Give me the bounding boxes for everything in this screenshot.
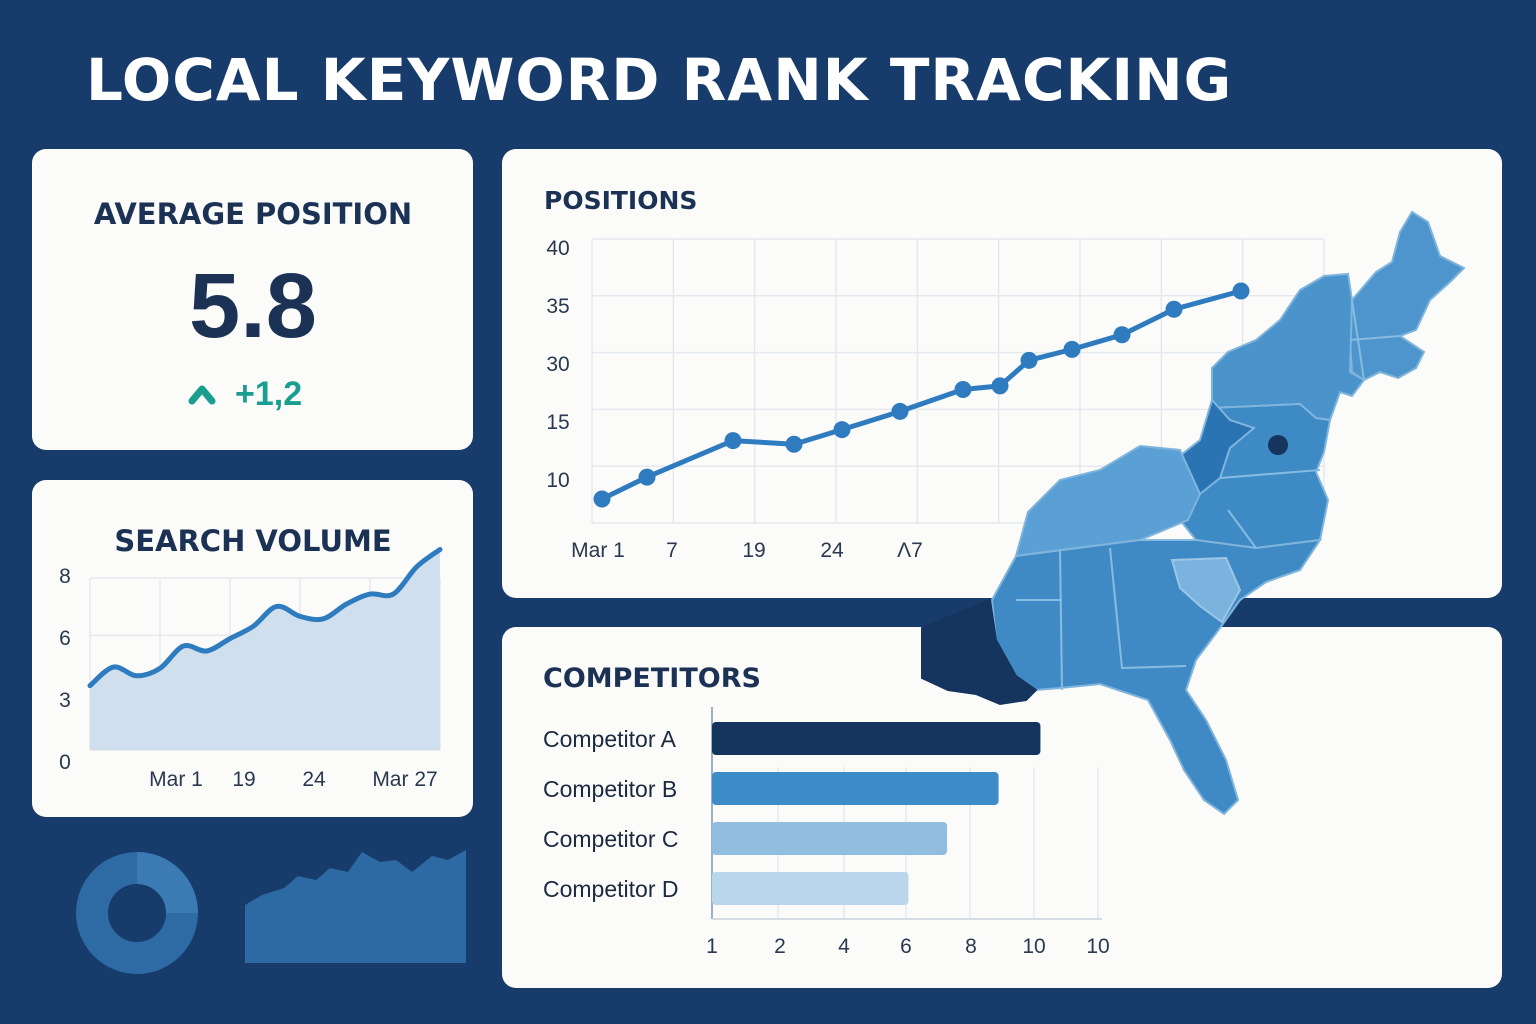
x-tick-label: 10 [1086, 935, 1109, 958]
positions-chart: POSITIONS 40 35 30 15 10 Mar 1 7 19 24 Λ7 [544, 186, 1325, 562]
position-point [891, 402, 909, 420]
position-point [638, 468, 656, 486]
x-tick-label: 19 [232, 768, 255, 791]
position-point [593, 490, 611, 508]
donut-segment [136, 852, 198, 914]
positions-card: POSITIONS 40 35 30 15 10 Mar 1 7 19 24 Λ7 [502, 149, 1502, 598]
y-tick-label: 8 [59, 565, 71, 588]
search-volume-line [87, 547, 443, 689]
positions-line [599, 288, 1244, 502]
positions-grid [591, 238, 1325, 524]
y-tick-label: 0 [59, 751, 71, 774]
position-point [954, 381, 972, 399]
search-volume-card: SEARCH VOLUME 8 6 3 0 Mar 1 19 24 Mar 27 [32, 480, 473, 817]
x-tick-label: 24 [820, 539, 844, 562]
x-tick-label: Mar 1 [149, 768, 203, 791]
average-position-value: 5.8 [189, 255, 317, 357]
competitor-label: Competitor B [543, 776, 677, 802]
x-tick-label: 6 [900, 935, 912, 958]
sparkline-area-icon [245, 850, 466, 963]
y-tick-label: 30 [546, 353, 569, 376]
search-volume-area [90, 549, 440, 750]
positions-title: POSITIONS [544, 186, 697, 215]
y-tick-label: 15 [546, 411, 569, 434]
x-tick-label: Mar 1 [571, 539, 625, 562]
competitors-card: COMPETITORS Competitor A Competitor B Comp… [502, 627, 1502, 988]
page-title: LOCAL KEYWORD RANK TRACKING [86, 46, 1233, 114]
competitor-bar [712, 872, 909, 905]
position-point [1020, 351, 1038, 369]
competitor-label: Competitor A [543, 726, 677, 752]
competitors-title: COMPETITORS [543, 663, 761, 694]
average-position-title: AVERAGE POSITION [94, 197, 412, 231]
y-tick-label: 3 [59, 689, 71, 712]
competitor-label: Competitor C [543, 826, 678, 852]
search-volume-chart: SEARCH VOLUME 8 6 3 0 Mar 1 19 24 Mar 27 [59, 524, 443, 791]
position-point [1232, 282, 1250, 300]
y-tick-label: 40 [546, 237, 569, 260]
up-chevron-icon [188, 385, 216, 405]
average-position-change: +1,2 [235, 375, 302, 413]
x-tick-label: Mar 27 [372, 768, 437, 791]
average-position-panel: AVERAGE POSITION 5.8 +1,2 [94, 197, 412, 413]
position-point [724, 432, 742, 450]
x-tick-label: 24 [302, 768, 326, 791]
average-position-card: AVERAGE POSITION 5.8 +1,2 [32, 149, 473, 450]
y-tick-label: 6 [59, 627, 71, 650]
x-tick-label: 4 [838, 935, 850, 958]
x-tick-label: 10 [1022, 935, 1045, 958]
donut-chart-icon [76, 852, 198, 974]
competitors-chart: COMPETITORS Competitor A Competitor B Comp… [543, 663, 1110, 958]
position-point [833, 421, 851, 439]
competitor-bar [712, 822, 948, 855]
x-tick-label: 19 [742, 539, 765, 562]
position-point [1165, 300, 1183, 318]
x-tick-label: 8 [965, 935, 977, 958]
x-tick-label: Λ7 [897, 539, 923, 562]
x-tick-label: 1 [706, 935, 718, 958]
position-point [785, 435, 803, 453]
position-point [1113, 326, 1131, 344]
y-tick-label: 10 [546, 469, 569, 492]
y-tick-label: 35 [546, 295, 569, 318]
x-tick-label: 7 [666, 539, 678, 562]
position-point [1063, 340, 1081, 358]
competitor-bar [712, 772, 999, 805]
position-point [991, 377, 1009, 395]
competitor-label: Competitor D [543, 876, 678, 902]
search-volume-title: SEARCH VOLUME [114, 524, 391, 558]
competitor-bar [712, 722, 1041, 755]
x-tick-label: 2 [774, 935, 786, 958]
